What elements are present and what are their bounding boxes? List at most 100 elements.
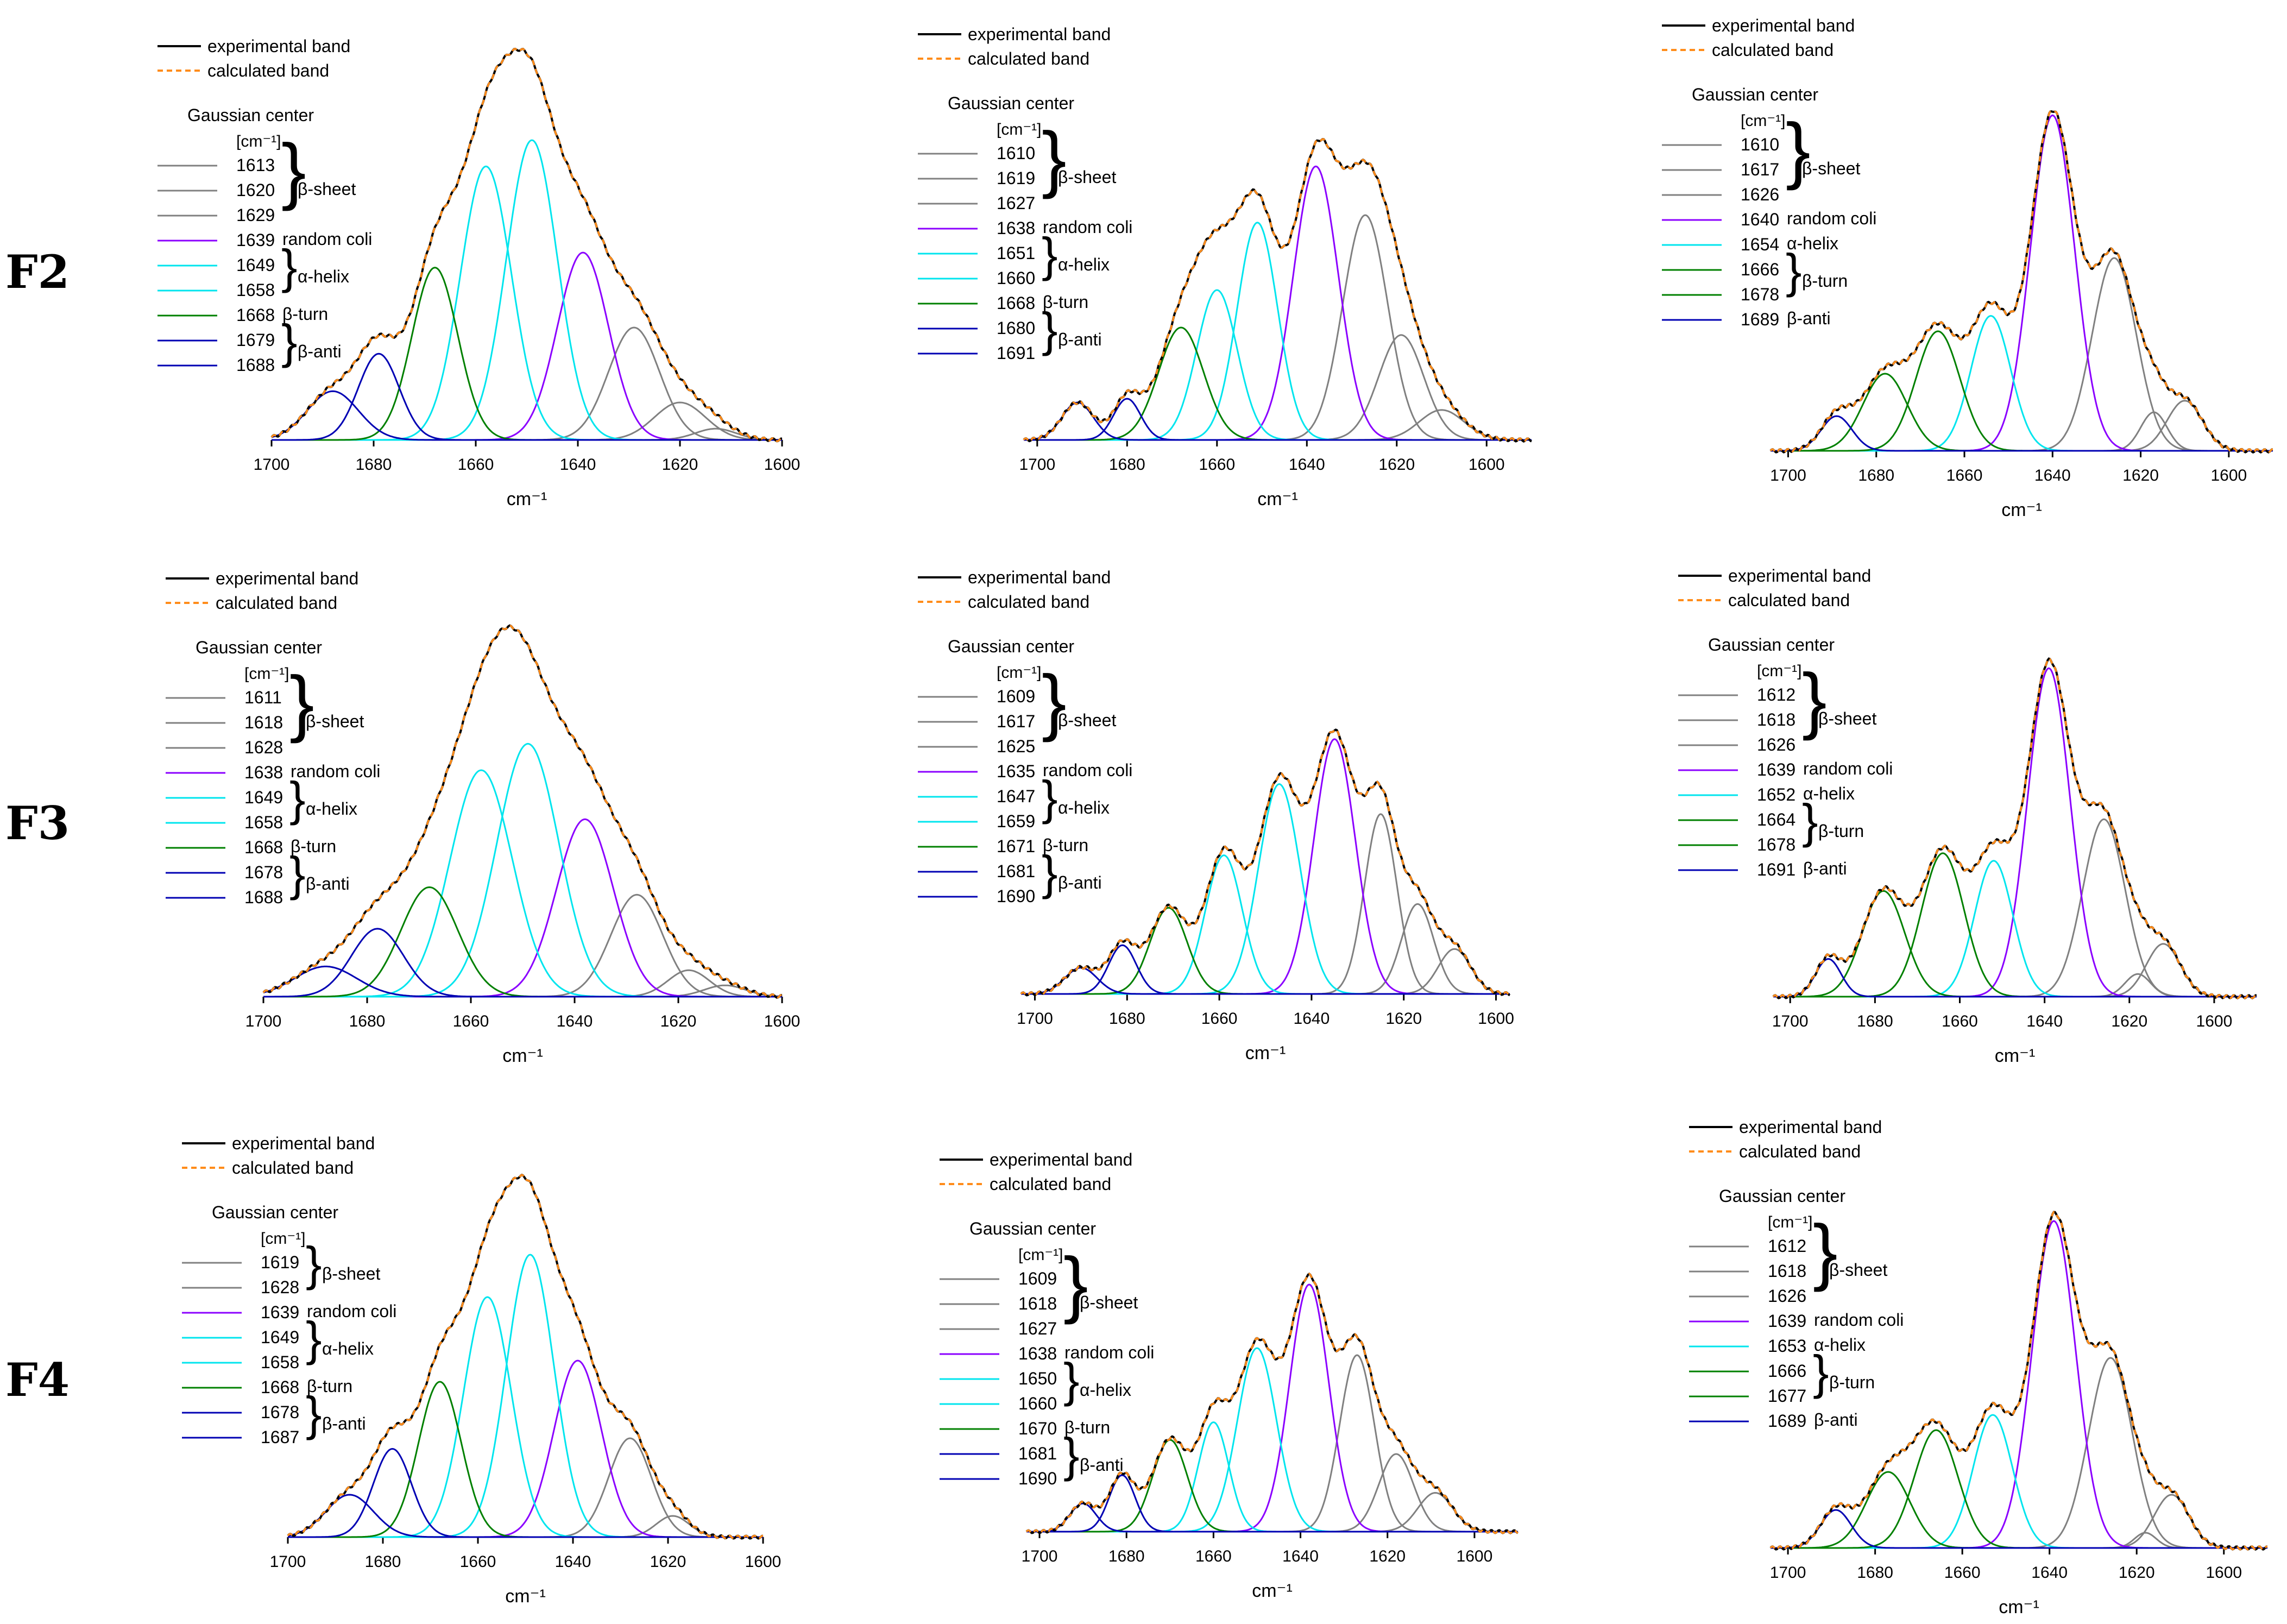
x-tick-label: 1620 bbox=[2119, 1564, 2155, 1582]
legend-center-value: 1666 bbox=[1768, 1361, 1806, 1381]
legend-center-value: 1639 bbox=[261, 1302, 299, 1322]
x-tick-label: 1660 bbox=[1942, 1012, 1978, 1030]
legend-center-value: 1612 bbox=[1768, 1236, 1806, 1256]
legend-calculated-label: calculated band bbox=[207, 61, 329, 80]
legend-group-label: β-turn bbox=[1043, 835, 1088, 855]
legend-center-value: 1638 bbox=[997, 218, 1035, 238]
x-tick-label: 1660 bbox=[453, 1012, 489, 1030]
gaussian-1668 bbox=[272, 267, 782, 441]
legend-center-value: 1658 bbox=[261, 1352, 299, 1372]
legend-gaussian-title: Gaussian center bbox=[187, 105, 314, 125]
chart-f2-1: 1700 1680 1660 1640 1620 1600 cm⁻¹ experimental… bbox=[157, 36, 800, 509]
legend-center-value: 1671 bbox=[997, 836, 1035, 856]
legend-gaussian-title: Gaussian center bbox=[969, 1219, 1096, 1238]
legend-group-label: random coli bbox=[1787, 209, 1876, 228]
legend-group-label: β-turn bbox=[1043, 292, 1088, 312]
chart-f3-3: 1700 1680 1660 1640 1620 1600 cm⁻¹ experimental… bbox=[1678, 566, 2257, 1066]
legend-brace: } bbox=[1813, 1345, 1829, 1399]
x-axis-label: cm⁻¹ bbox=[502, 1046, 543, 1066]
legend-center-value: 1628 bbox=[244, 738, 283, 757]
legend: experimental band calculated band Gaussian… bbox=[182, 1134, 396, 1447]
legend-center-value: 1638 bbox=[1018, 1344, 1057, 1363]
x-tick-label: 1620 bbox=[650, 1553, 686, 1571]
legend-brace: } bbox=[1042, 116, 1067, 199]
legend-group-label: β-sheet bbox=[298, 179, 356, 199]
legend-center-value: 1660 bbox=[1018, 1394, 1057, 1413]
legend-center-value: 1626 bbox=[1741, 185, 1779, 204]
calculated-band-line bbox=[287, 1174, 764, 1540]
x-tick-label: 1680 bbox=[356, 456, 392, 474]
legend-calculated-label: calculated band bbox=[1712, 40, 1834, 60]
legend-group-label: β-sheet bbox=[1802, 159, 1860, 178]
legend-center-value: 1639 bbox=[1768, 1311, 1806, 1331]
gaussian-1666 bbox=[1771, 330, 2273, 452]
legend-brace: } bbox=[1802, 794, 1818, 848]
legend-unit: [cm⁻¹] bbox=[1757, 662, 1802, 680]
legend-center-value: 1618 bbox=[1768, 1261, 1806, 1281]
legend-center-value: 1620 bbox=[236, 180, 275, 200]
legend-group-label: α-helix bbox=[1787, 234, 1838, 253]
x-tick-label: 1700 bbox=[1770, 467, 1806, 484]
legend-center-value: 1658 bbox=[244, 813, 283, 832]
legend: experimental band calculated band Gaussian… bbox=[1678, 566, 1893, 879]
legend-gaussian-title: Gaussian center bbox=[1719, 1186, 1845, 1206]
x-tick-label: 1660 bbox=[1201, 1010, 1238, 1028]
legend-center-value: 1689 bbox=[1741, 310, 1779, 329]
legend-center-value: 1678 bbox=[261, 1402, 299, 1422]
legend-group-label: random coli bbox=[1043, 217, 1132, 237]
x-tick-label: 1620 bbox=[660, 1012, 697, 1030]
calculated-band-line bbox=[1769, 110, 2273, 454]
legend-group-label: β-turn bbox=[1829, 1373, 1875, 1392]
legend-brace: } bbox=[289, 772, 305, 826]
legend-center-value: 1638 bbox=[244, 763, 283, 782]
calculated-band-line bbox=[1772, 657, 2257, 999]
legend-gaussian-title: Gaussian center bbox=[948, 637, 1074, 656]
gaussian-1687 bbox=[287, 1494, 763, 1538]
legend-center-value: 1664 bbox=[1757, 810, 1795, 829]
x-tick-label: 1680 bbox=[1857, 1012, 1893, 1030]
experimental-band-line bbox=[1025, 1272, 1519, 1534]
gaussian-1650 bbox=[1026, 1347, 1518, 1533]
legend-unit: [cm⁻¹] bbox=[1741, 112, 1786, 130]
legend-brace: } bbox=[1042, 771, 1057, 824]
gaussian-1627 bbox=[1024, 214, 1532, 441]
x-tick-label: 1700 bbox=[1019, 456, 1055, 474]
legend-group-label: α-helix bbox=[1803, 784, 1855, 803]
legend-center-value: 1649 bbox=[244, 788, 283, 807]
legend-group-label: random coli bbox=[1064, 1343, 1154, 1362]
gaussian-1678 bbox=[263, 928, 782, 998]
legend-group-label: random coli bbox=[282, 229, 372, 249]
x-tick-label: 1680 bbox=[1858, 467, 1894, 484]
legend-center-value: 1628 bbox=[261, 1277, 299, 1297]
legend-group-label: random coli bbox=[1803, 759, 1893, 778]
legend-center-value: 1652 bbox=[1757, 785, 1795, 804]
legend-center-value: 1649 bbox=[236, 255, 275, 275]
legend-center-value: 1610 bbox=[997, 143, 1035, 163]
legend-group-label: β-turn bbox=[307, 1376, 352, 1396]
legend-calculated-label: calculated band bbox=[1739, 1142, 1861, 1161]
gaussian-1660 bbox=[1026, 1421, 1518, 1533]
legend-center-value: 1659 bbox=[997, 811, 1035, 831]
legend-center-value: 1639 bbox=[1757, 760, 1795, 779]
x-tick-label: 1640 bbox=[1289, 456, 1325, 474]
x-tick-label: 1700 bbox=[1772, 1012, 1809, 1030]
legend-gaussian-title: Gaussian center bbox=[212, 1203, 338, 1222]
legend-center-value: 1668 bbox=[261, 1377, 299, 1397]
calculated-band-line bbox=[270, 48, 783, 443]
legend-center-value: 1626 bbox=[1757, 735, 1795, 754]
legend-group-label: random coli bbox=[1814, 1310, 1904, 1330]
x-tick-label: 1600 bbox=[764, 1012, 801, 1030]
legend-calculated-label: calculated band bbox=[1728, 590, 1850, 610]
x-axis-label: cm⁻¹ bbox=[1995, 1046, 2036, 1066]
x-tick-label: 1680 bbox=[349, 1012, 386, 1030]
legend: experimental band calculated band Gaussian… bbox=[1689, 1117, 1904, 1431]
gaussian-1639 bbox=[288, 1359, 763, 1538]
gaussian-1609 bbox=[1026, 1491, 1518, 1533]
legend-group-label: β-anti bbox=[322, 1414, 366, 1433]
gaussian-1689 bbox=[1771, 415, 2273, 452]
legend-group-label: α-helix bbox=[1058, 255, 1110, 274]
legend-group-label: β-anti bbox=[1814, 1410, 1858, 1430]
legend-group-label: α-helix bbox=[1814, 1335, 1866, 1355]
legend-group-label: β-anti bbox=[1803, 859, 1847, 878]
x-tick-label: 1600 bbox=[2196, 1012, 2233, 1030]
